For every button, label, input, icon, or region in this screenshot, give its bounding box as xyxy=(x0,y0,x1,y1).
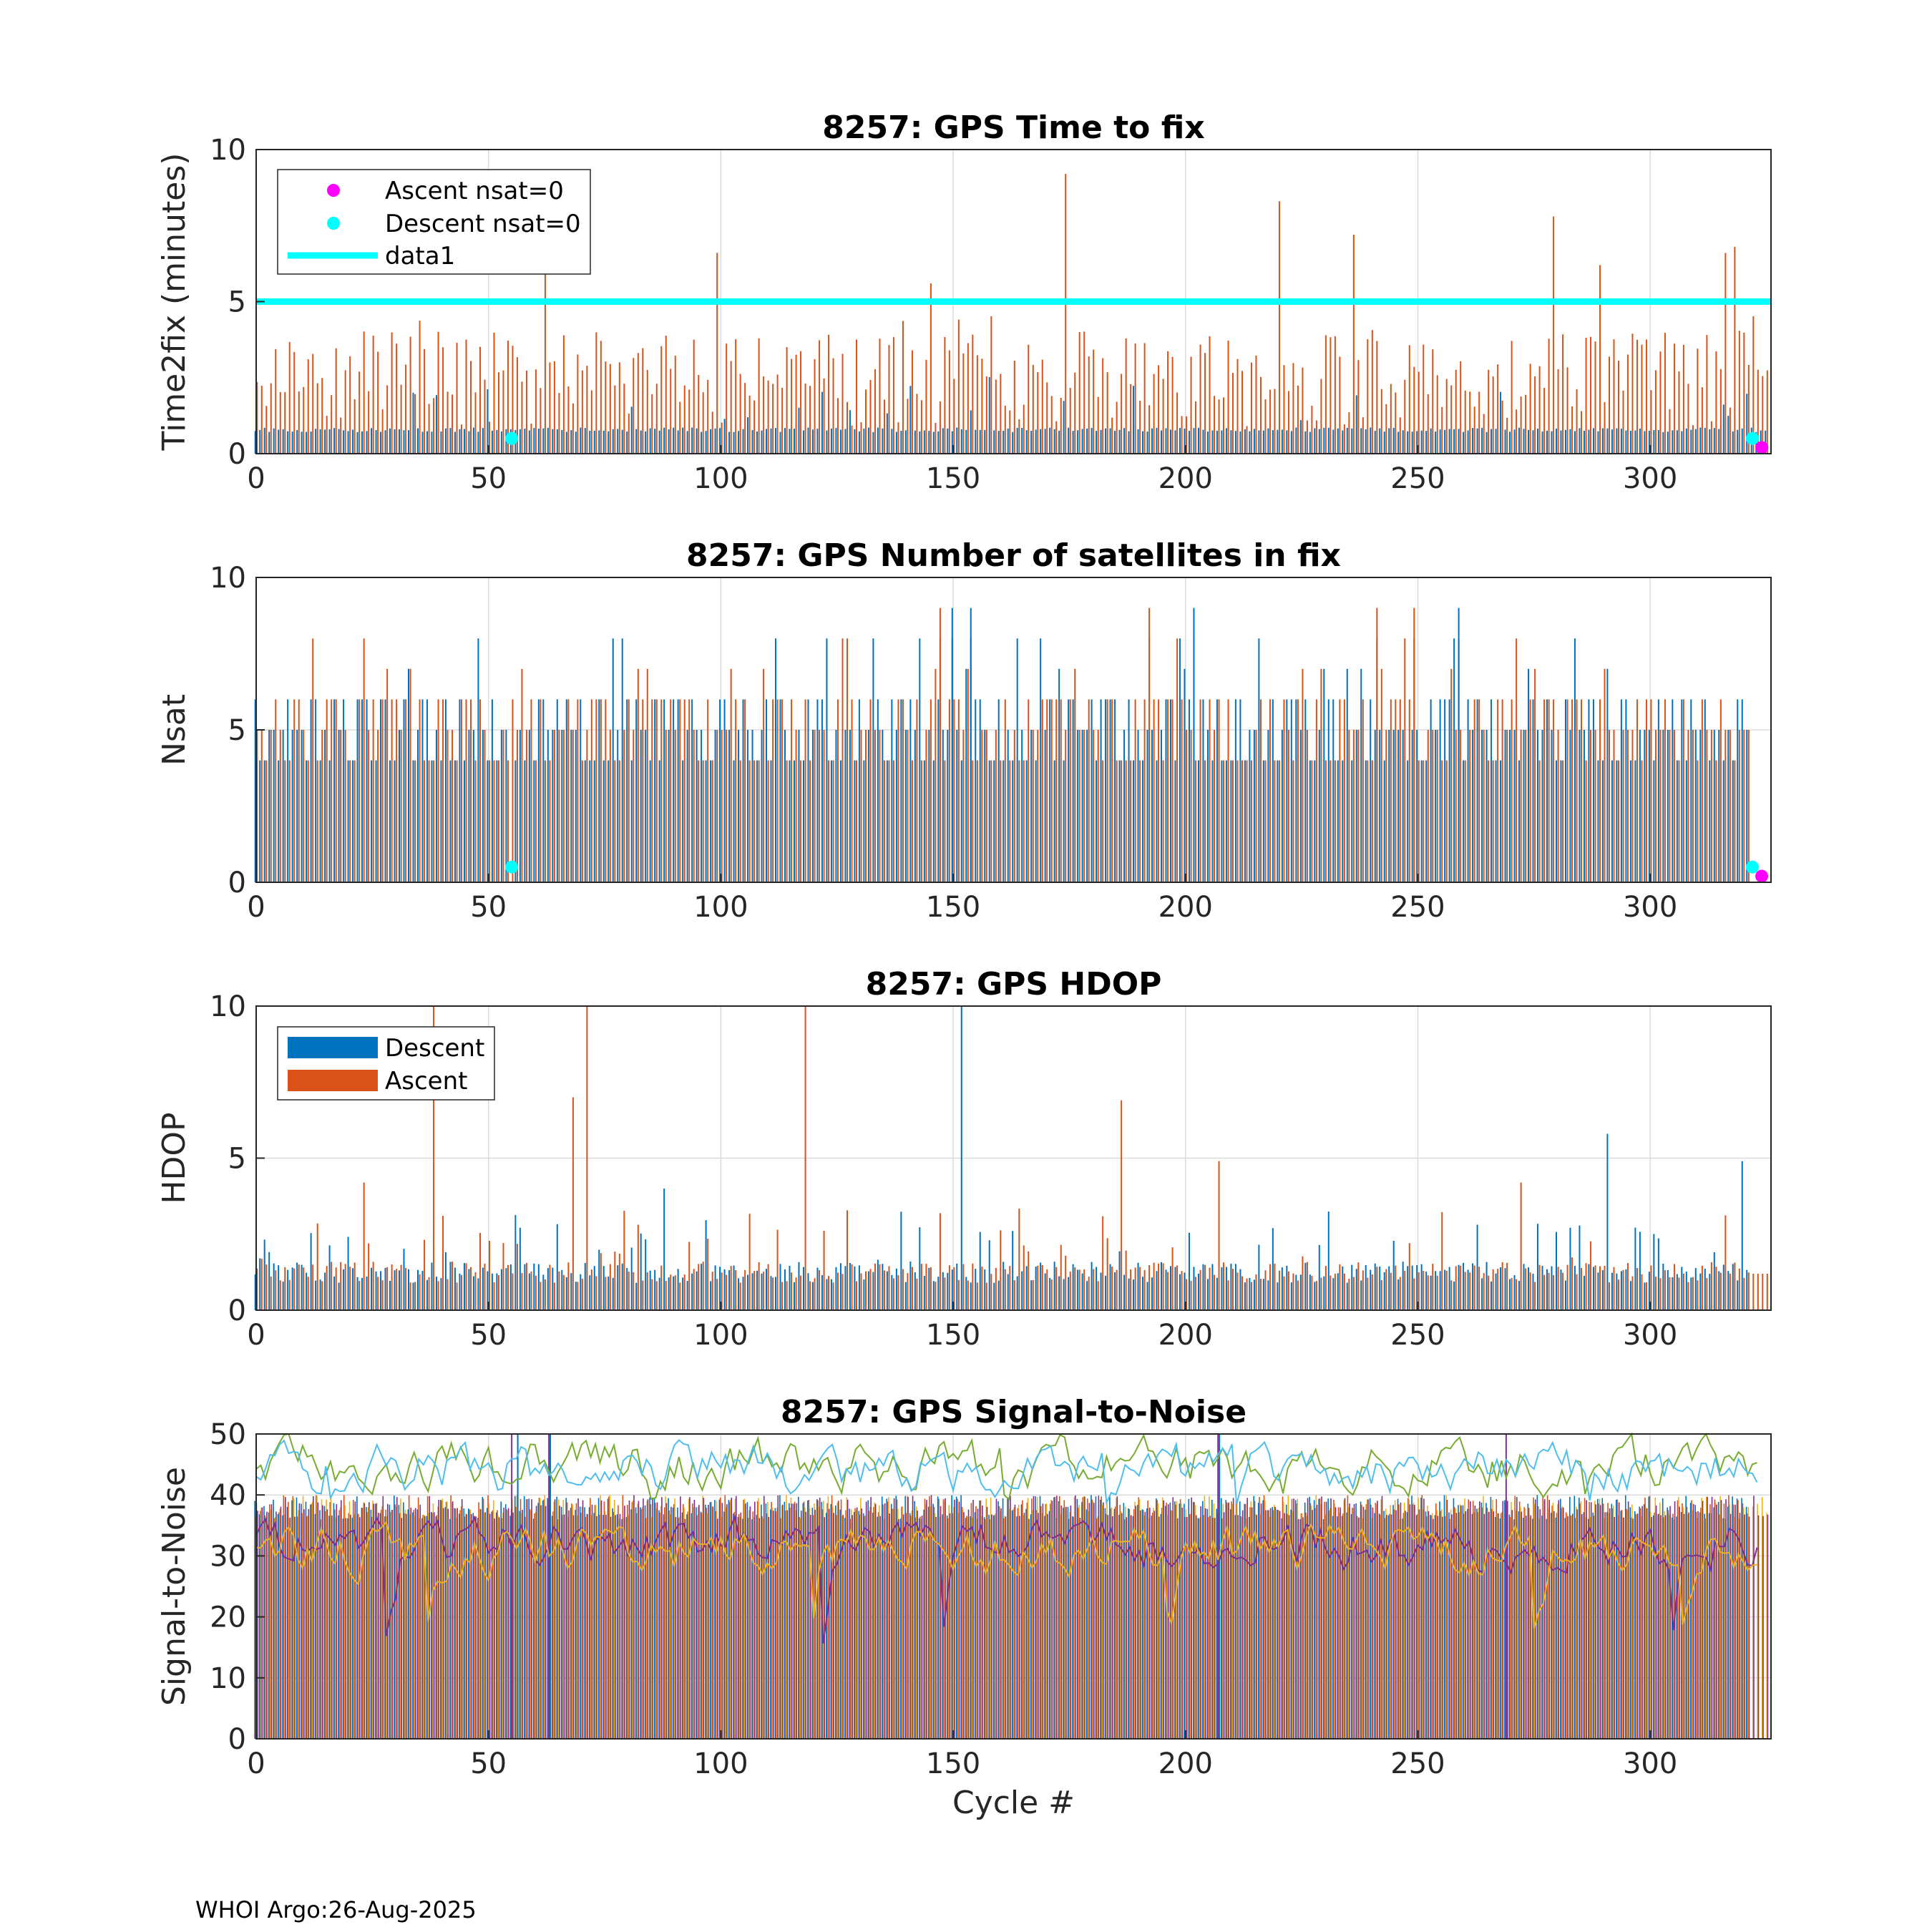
y-tick-label: 0 xyxy=(228,1723,246,1756)
chart-title: 8257: GPS HDOP xyxy=(866,966,1162,1002)
marker-point xyxy=(1746,860,1760,874)
legend-swatch xyxy=(327,217,340,230)
plot-area-nsat xyxy=(254,608,1769,883)
panel-nsat: 0 50 100 150 200 250 300 0 5 10 8257: GPS Number o… xyxy=(156,537,1772,924)
legend-label: Descent xyxy=(385,1034,484,1063)
chart-title: 8257: GPS Time to fix xyxy=(822,109,1204,146)
y-tick-label: 10 xyxy=(210,134,246,167)
y-tick-label: 5 xyxy=(228,286,246,319)
x-tick-label: 200 xyxy=(1158,462,1213,495)
y-axis-label: Time2fix (minutes) xyxy=(156,153,192,452)
x-tick-label: 50 xyxy=(470,1319,507,1352)
chart-title: 8257: GPS Signal-to-Noise xyxy=(781,1394,1246,1430)
marker-point xyxy=(505,431,519,445)
x-tick-label: 250 xyxy=(1390,462,1445,495)
y-tick-label: 10 xyxy=(210,990,246,1023)
x-tick-label: 150 xyxy=(926,1747,980,1780)
y-axis-label: Signal-to-Noise xyxy=(156,1467,192,1706)
x-tick-label: 0 xyxy=(247,891,265,924)
y-tick-label: 10 xyxy=(210,562,246,595)
y-tick-label: 0 xyxy=(228,1294,246,1327)
x-tick-label: 150 xyxy=(926,891,980,924)
panel-hdop: 0 50 100 150 200 250 300 0 5 10 8257: GPS HDOP HDOP… xyxy=(156,966,1772,1352)
snr-series-line xyxy=(255,1439,1758,1506)
chart-title: 8257: GPS Number of satellites in fix xyxy=(686,537,1341,574)
legend-label: data1 xyxy=(385,242,455,270)
plot-area-snr xyxy=(254,1432,1769,1739)
x-tick-label: 200 xyxy=(1158,1319,1213,1352)
plot-area-hdop xyxy=(254,1006,1768,1310)
plot-area-time2fix xyxy=(254,174,1771,454)
legend-label: Ascent xyxy=(385,1067,467,1096)
x-tick-label: 200 xyxy=(1158,1747,1213,1780)
y-tick-label: 0 xyxy=(228,438,246,471)
axes-frame xyxy=(255,1433,1772,1740)
x-tick-label: 300 xyxy=(1623,462,1677,495)
legend-swatch xyxy=(288,1070,378,1091)
marker-point xyxy=(1746,431,1760,445)
y-axis-label: Nsat xyxy=(156,694,192,766)
y-tick-label: 40 xyxy=(210,1479,246,1512)
snr-series-line xyxy=(255,1432,1757,1501)
x-tick-label: 250 xyxy=(1390,891,1445,924)
axes-frame xyxy=(255,1005,1772,1311)
x-tick-label: 50 xyxy=(470,462,507,495)
x-tick-label: 100 xyxy=(693,462,748,495)
y-tick-label: 5 xyxy=(228,714,246,747)
legend-swatch xyxy=(288,1037,378,1058)
x-tick-label: 0 xyxy=(247,1747,265,1780)
marker-point xyxy=(1755,441,1769,454)
y-tick-label: 10 xyxy=(210,1662,246,1695)
y-tick-label: 50 xyxy=(210,1418,246,1451)
y-axis-label: HDOP xyxy=(156,1112,192,1204)
x-tick-label: 250 xyxy=(1390,1319,1445,1352)
marker-point xyxy=(505,860,519,874)
x-tick-label: 100 xyxy=(693,1319,748,1352)
snr-series-line xyxy=(255,1521,1757,1629)
x-tick-label: 300 xyxy=(1623,1319,1677,1352)
x-tick-label: 300 xyxy=(1623,1747,1677,1780)
x-axis-label: Cycle # xyxy=(952,1785,1075,1821)
legend-label: Ascent nsat=0 xyxy=(385,177,564,205)
x-tick-label: 100 xyxy=(693,891,748,924)
legend-label: Descent nsat=0 xyxy=(385,210,581,238)
y-tick-label: 30 xyxy=(210,1540,246,1573)
x-tick-label: 0 xyxy=(247,462,265,495)
y-tick-label: 0 xyxy=(228,867,246,899)
x-tick-label: 150 xyxy=(926,462,980,495)
y-tick-label: 20 xyxy=(210,1601,246,1634)
legend: Ascent nsat=0 Descent nsat=0 data1 xyxy=(277,169,591,275)
x-tick-label: 300 xyxy=(1623,891,1677,924)
legend: Descent Ascent xyxy=(277,1026,495,1101)
panel-time2fix: 0 50 100 150 200 250 300 0 5 10 8257: GPS Time to … xyxy=(156,109,1772,495)
x-tick-label: 100 xyxy=(693,1747,748,1780)
axes-frame xyxy=(255,577,1772,883)
x-tick-label: 50 xyxy=(470,1747,507,1780)
x-tick-label: 250 xyxy=(1390,1747,1445,1780)
axes-frame xyxy=(255,149,1772,454)
y-tick-label: 5 xyxy=(228,1143,246,1176)
panel-snr: 0 50 100 150 200 250 300 0 10 20 30 40 50 8257: GPS S… xyxy=(156,1394,1772,1821)
footer-credit: WHOI Argo:26-Aug-2025 xyxy=(195,1896,477,1923)
x-tick-label: 0 xyxy=(247,1319,265,1352)
marker-point xyxy=(1755,869,1769,883)
x-tick-label: 50 xyxy=(470,891,507,924)
legend-swatch xyxy=(327,184,340,197)
x-tick-label: 200 xyxy=(1158,891,1213,924)
x-tick-label: 150 xyxy=(926,1319,980,1352)
